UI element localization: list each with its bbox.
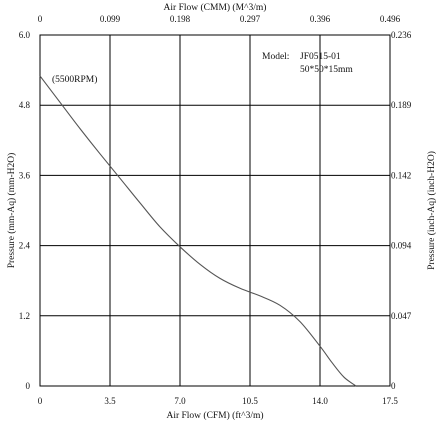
bottom-tick-label: 3.5 (104, 396, 116, 406)
series-label: (5500RPM) (52, 74, 97, 85)
bottom-tick-label: 17.5 (382, 396, 398, 406)
right-tick-label: 0.094 (391, 241, 412, 251)
top-tick-label: 0.396 (310, 14, 331, 24)
left-tick-label: 3.6 (19, 170, 31, 180)
top-axis-title: Air Flow (CMM) (M^3/m) (164, 2, 267, 13)
model-label: Model: (262, 52, 289, 62)
right-tick-label: 0.047 (391, 311, 412, 321)
left-tick-label: 0 (26, 381, 31, 391)
left-tick-label: 4.8 (19, 100, 31, 110)
top-tick-label: 0 (38, 14, 43, 24)
right-tick-label: 0.236 (391, 30, 412, 40)
top-tick-label: 0.496 (380, 14, 401, 24)
plot-area (39, 34, 391, 387)
tick-labels: 0 3.5 7.0 10.5 14.0 17.5 0 0.099 0.198 0.297 0.396… (19, 14, 412, 406)
size-value: 50*50*15mm (300, 65, 353, 75)
bottom-tick-label: 0 (38, 396, 43, 406)
model-value: JF0515-01 (300, 52, 341, 62)
bottom-tick-label: 14.0 (312, 396, 328, 406)
right-tick-label: 0 (391, 381, 396, 391)
right-axis-title: Pressure (inch-Aq) (inch-H2O) (426, 151, 437, 270)
top-tick-label: 0.198 (170, 14, 191, 24)
left-tick-label: 1.2 (19, 311, 30, 321)
top-tick-label: 0.297 (240, 14, 261, 24)
bottom-tick-label: 10.5 (242, 396, 258, 406)
top-tick-label: 0.099 (100, 14, 121, 24)
grid-lines (40, 35, 390, 386)
series-line-5500rpm (39, 75, 357, 387)
right-tick-label: 0.142 (391, 170, 411, 180)
right-tick-label: 0.189 (391, 100, 412, 110)
bottom-tick-label: 7.0 (174, 396, 186, 406)
left-axis-title: Pressure (mm-Aq) (mm-H2O) (6, 153, 17, 269)
left-tick-label: 2.4 (19, 241, 31, 251)
bottom-axis-title: Air Flow (CFM) (ft^3/m) (166, 410, 263, 421)
left-tick-label: 6.0 (19, 30, 31, 40)
